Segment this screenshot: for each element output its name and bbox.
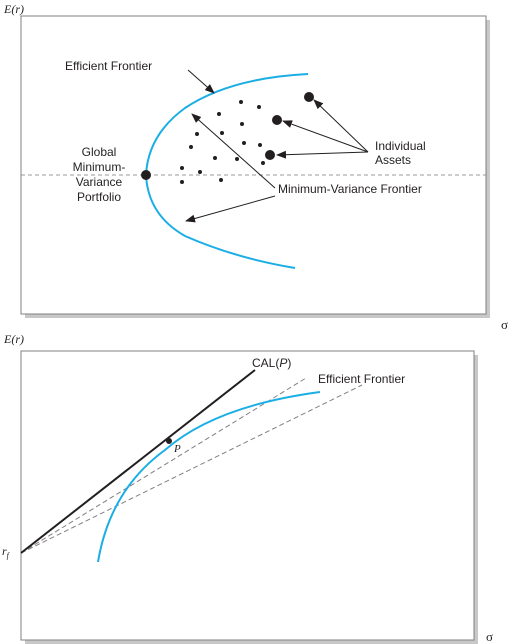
efficient-frontier-arrow (187, 69, 215, 94)
asset-dot (235, 157, 239, 161)
mvf-arrow-upper (191, 113, 276, 189)
asset-dot (257, 105, 261, 109)
global-mvp-label-line1: Global (82, 145, 117, 159)
asset-dot (261, 161, 265, 165)
asset-dot (198, 170, 202, 174)
top-panel: E(r) σ (3, 2, 508, 332)
dashed-cal-line-2 (20, 384, 363, 554)
asset-dot (242, 141, 246, 145)
tangency-point-p (166, 438, 172, 444)
asset-dot (240, 122, 244, 126)
top-y-axis-label: E(r) (3, 2, 24, 16)
bottom-x-axis-label: σ (486, 629, 493, 644)
individual-assets (180, 92, 314, 184)
bottom-efficient-frontier-label: Efficient Frontier (318, 372, 405, 386)
cal-p-line (20, 369, 256, 554)
global-mvp-point (141, 170, 151, 180)
top-x-axis-label: σ (501, 317, 508, 332)
asset-dot (217, 112, 221, 116)
bottom-y-axis-label: E(r) (3, 332, 24, 346)
tangency-point-label: P (173, 443, 181, 455)
asset-dot (180, 166, 184, 170)
minimum-variance-frontier-label: Minimum-Variance Frontier (278, 182, 422, 196)
asset-dot (189, 145, 193, 149)
asset-dot (220, 131, 224, 135)
asset-dot (180, 180, 184, 184)
global-mvp-label-line4: Portfolio (77, 190, 121, 204)
cal-p-label: CAL(P) (252, 356, 291, 370)
mvf-arrow-lower (185, 195, 276, 223)
asset-arrow (313, 99, 369, 153)
individual-assets-label-line2: Assets (375, 153, 411, 167)
asset-dot (195, 132, 199, 136)
bottom-panel-frame (20, 350, 475, 641)
bottom-panel: E(r) σ rf P CAL(P) Efficient Frontier (2, 332, 493, 644)
global-mvp-label-line2: Minimum- (73, 160, 126, 174)
asset-dot (219, 178, 223, 182)
rf-label: rf (2, 544, 11, 560)
efficient-frontier-curve (97, 391, 321, 563)
asset-dot (213, 156, 217, 160)
global-mvp-label-line3: Variance (76, 175, 123, 189)
asset-large-dot (304, 92, 314, 102)
asset-arrow (282, 120, 369, 153)
top-panel-frame (20, 15, 487, 315)
asset-large-dot (272, 115, 282, 125)
asset-arrow (276, 150, 369, 159)
asset-dot (239, 100, 243, 104)
asset-large-dot (265, 150, 275, 160)
efficient-frontier-label: Efficient Frontier (65, 59, 152, 73)
asset-dot (258, 143, 262, 147)
individual-assets-label-line1: Individual (375, 139, 426, 153)
